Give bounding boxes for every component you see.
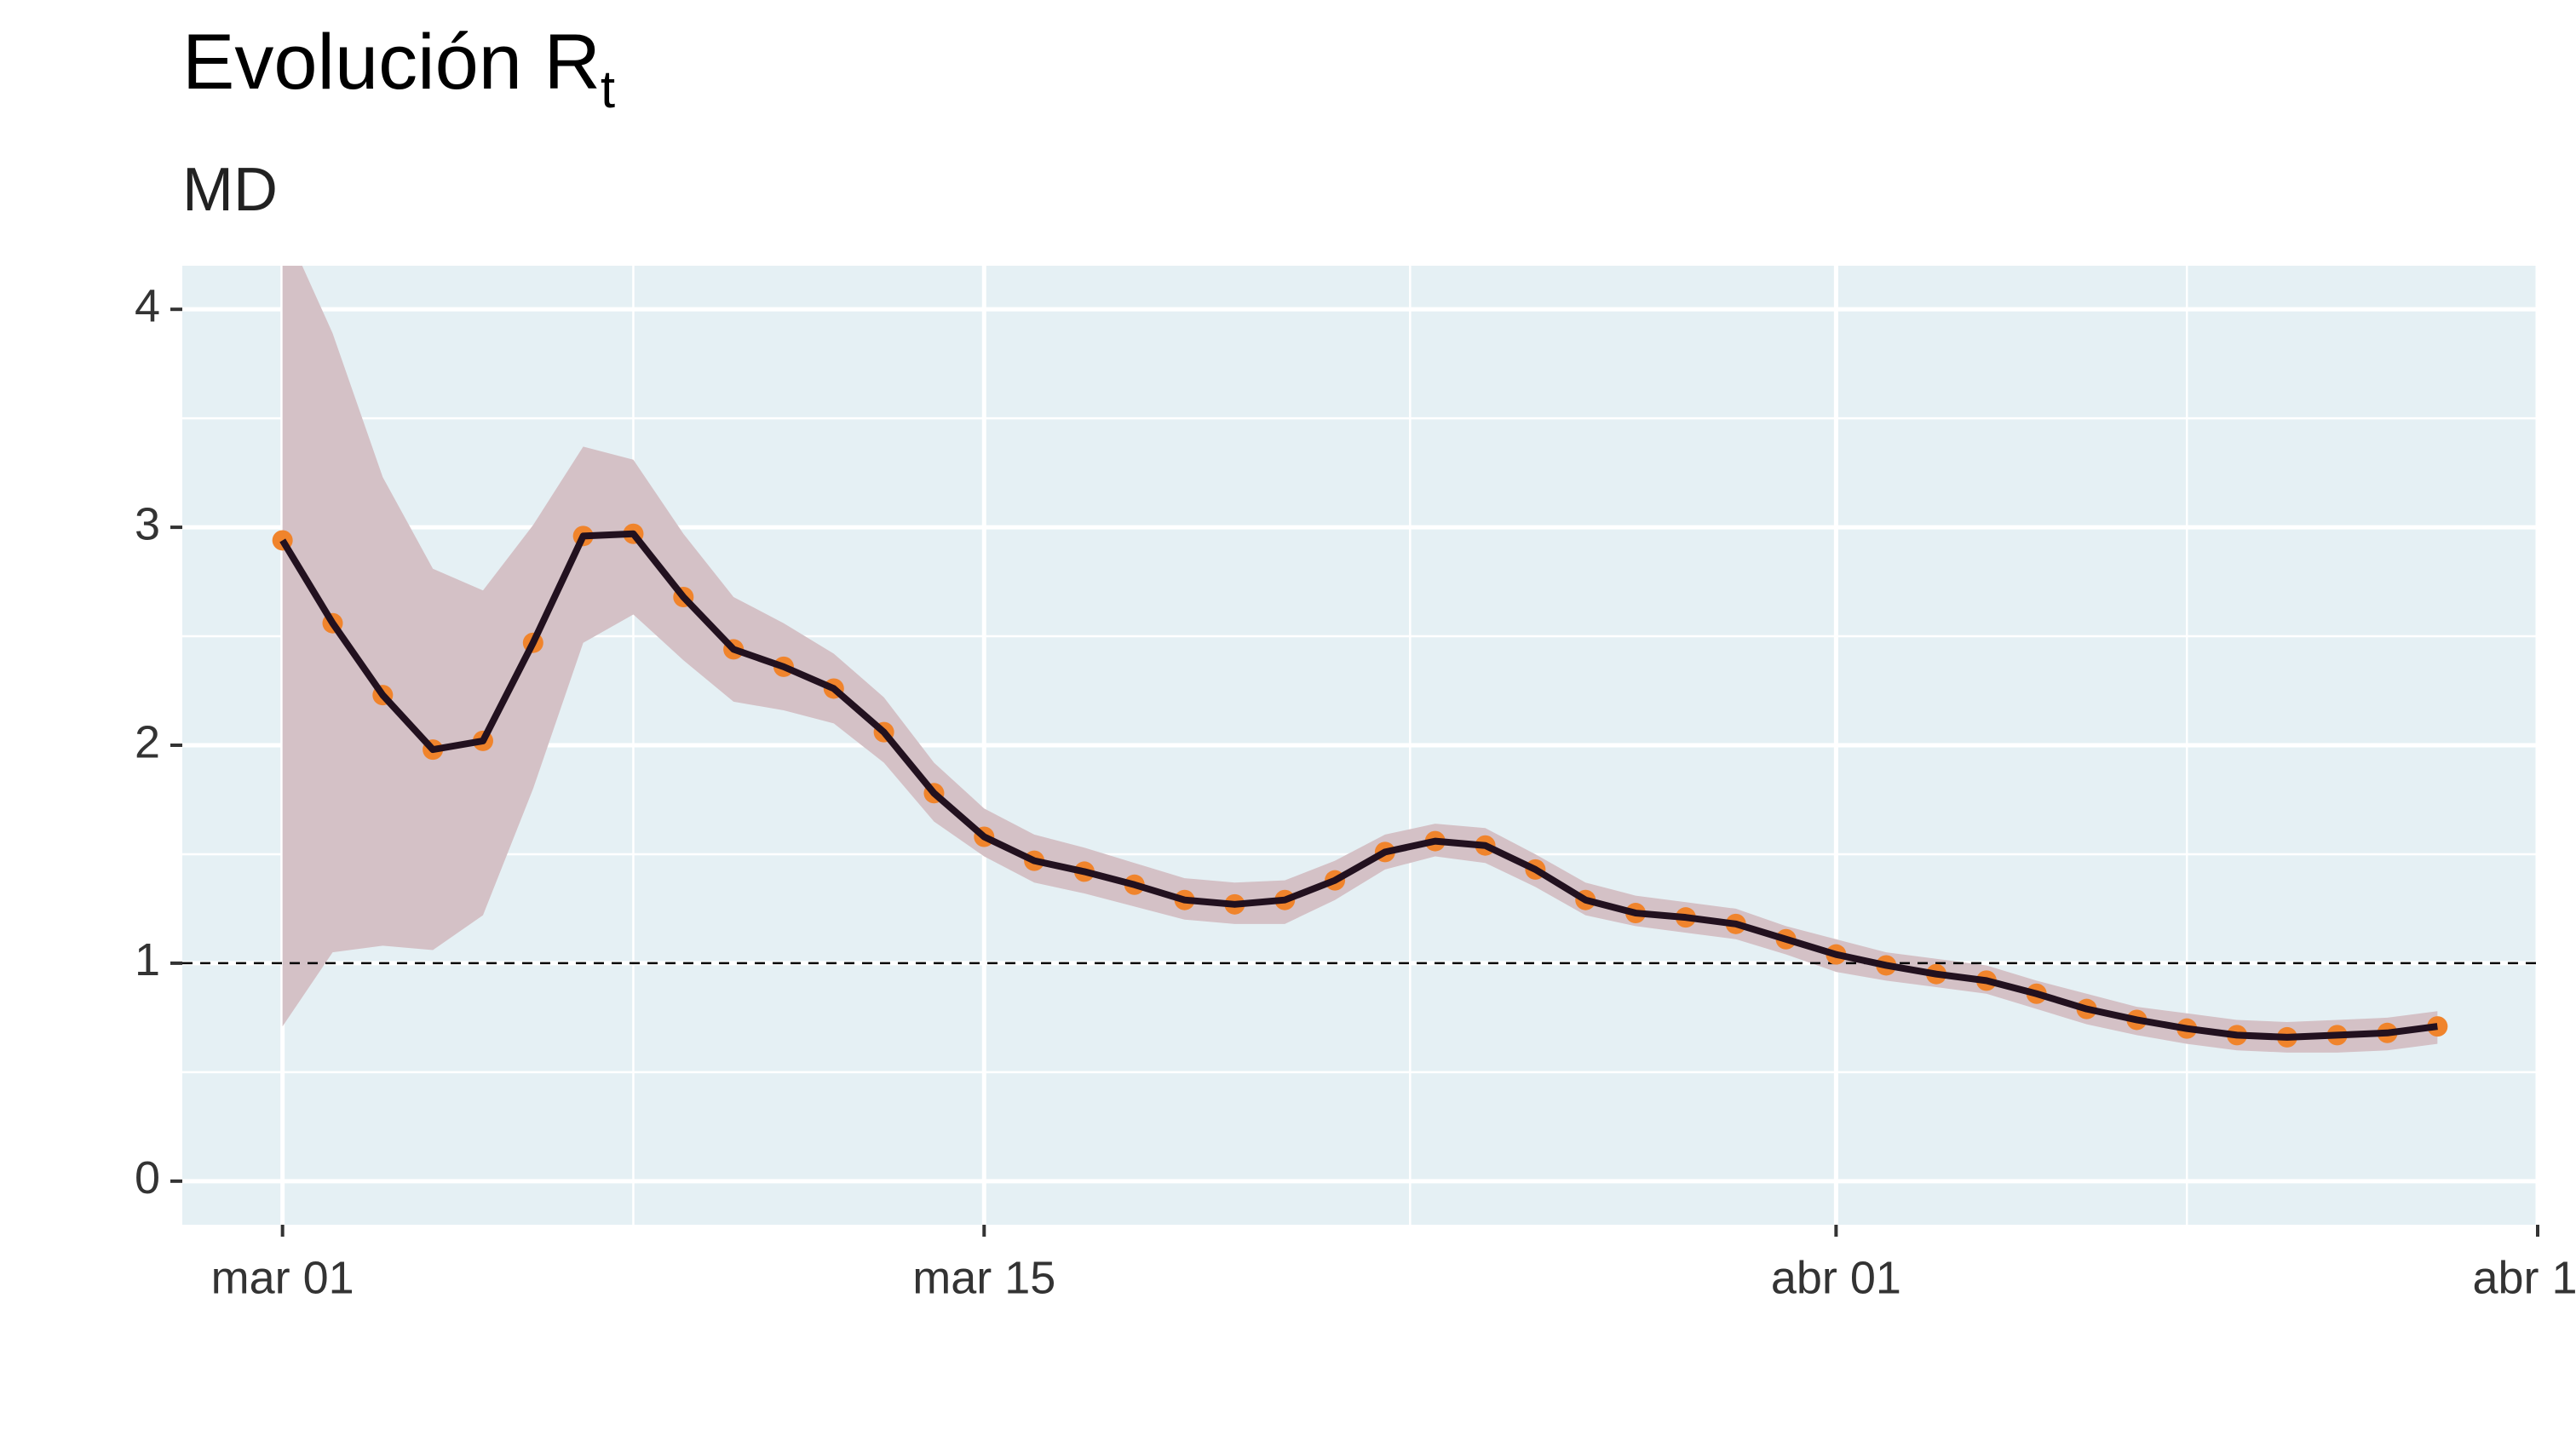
y-tick-label: 3 (135, 498, 160, 549)
y-tick-label: 4 (135, 280, 160, 331)
x-tick-label: mar 01 (211, 1252, 354, 1303)
x-tick-label: mar 15 (912, 1252, 1055, 1303)
x-tick-label: abr 15 (2472, 1252, 2576, 1303)
y-tick-label: 0 (135, 1152, 160, 1203)
confidence-ribbon (282, 266, 2438, 1053)
y-tick-label: 1 (135, 934, 160, 985)
rt-line (279, 530, 2438, 1041)
chart-title: Evolución Rt (182, 19, 615, 119)
x-tick-label: abr 01 (1771, 1252, 1901, 1303)
chart-subtitle: MD (182, 156, 278, 224)
title-main: Evolución R (182, 19, 601, 106)
y-tick-label: 2 (135, 716, 160, 767)
title-subscript: t (601, 60, 615, 119)
